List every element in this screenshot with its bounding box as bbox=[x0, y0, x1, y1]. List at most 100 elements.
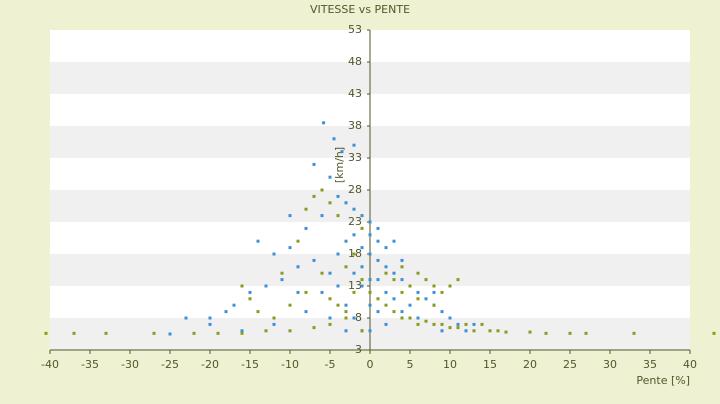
point bbox=[104, 331, 108, 335]
point bbox=[368, 252, 372, 256]
point bbox=[168, 332, 172, 336]
point bbox=[288, 214, 292, 218]
point bbox=[328, 322, 332, 326]
point bbox=[352, 233, 356, 237]
point bbox=[376, 239, 380, 243]
y-tick-label: 53 bbox=[348, 23, 362, 36]
point bbox=[544, 331, 548, 335]
point bbox=[712, 331, 716, 335]
point bbox=[304, 207, 308, 211]
point bbox=[344, 239, 348, 243]
point bbox=[224, 310, 228, 314]
y-tick-label: 23 bbox=[348, 215, 362, 228]
point bbox=[344, 316, 348, 320]
point bbox=[336, 214, 340, 218]
point bbox=[456, 278, 460, 282]
chart-title: VITESSE vs PENTE bbox=[310, 3, 410, 16]
point bbox=[496, 329, 500, 333]
point bbox=[240, 329, 244, 333]
point bbox=[440, 322, 444, 326]
x-tick-label: 40 bbox=[683, 358, 697, 371]
point bbox=[432, 290, 436, 294]
x-tick-label: 0 bbox=[367, 358, 374, 371]
point bbox=[248, 297, 252, 301]
point bbox=[456, 322, 460, 326]
point bbox=[264, 329, 268, 333]
point bbox=[344, 265, 348, 269]
y-tick-label: 3 bbox=[355, 343, 362, 356]
point bbox=[400, 258, 404, 262]
point bbox=[424, 297, 428, 301]
point bbox=[328, 297, 332, 301]
point bbox=[392, 239, 396, 243]
point bbox=[272, 252, 276, 256]
point bbox=[336, 252, 340, 256]
point bbox=[288, 246, 292, 250]
point bbox=[528, 330, 532, 334]
point bbox=[328, 175, 332, 179]
x-axis-label: Pente [%] bbox=[636, 374, 690, 387]
point bbox=[360, 278, 364, 282]
point bbox=[408, 284, 412, 288]
point bbox=[352, 252, 356, 256]
point bbox=[320, 214, 324, 218]
point bbox=[472, 322, 476, 326]
point bbox=[360, 329, 364, 333]
point bbox=[416, 322, 420, 326]
y-tick-label: 38 bbox=[348, 119, 362, 132]
point bbox=[376, 297, 380, 301]
x-tick-label: -30 bbox=[121, 358, 139, 371]
point bbox=[256, 310, 260, 314]
point bbox=[232, 303, 236, 307]
point bbox=[352, 290, 356, 294]
point bbox=[368, 329, 372, 333]
point bbox=[72, 331, 76, 335]
point bbox=[384, 322, 388, 326]
point bbox=[384, 265, 388, 269]
x-tick-label: 20 bbox=[523, 358, 537, 371]
x-tick-label: -5 bbox=[325, 358, 336, 371]
x-tick-label: 35 bbox=[643, 358, 657, 371]
point bbox=[360, 246, 364, 250]
point bbox=[360, 226, 364, 230]
point bbox=[416, 290, 420, 294]
point bbox=[280, 278, 284, 282]
point bbox=[304, 290, 308, 294]
point bbox=[456, 326, 460, 330]
point bbox=[368, 278, 372, 282]
point bbox=[360, 265, 364, 269]
point bbox=[632, 331, 636, 335]
point bbox=[400, 310, 404, 314]
point bbox=[328, 316, 332, 320]
point bbox=[448, 326, 452, 330]
x-tick-label: -20 bbox=[201, 358, 219, 371]
point bbox=[328, 271, 332, 275]
point bbox=[384, 303, 388, 307]
point bbox=[320, 290, 324, 294]
x-tick-label: -10 bbox=[281, 358, 299, 371]
point bbox=[400, 290, 404, 294]
point bbox=[392, 310, 396, 314]
point bbox=[304, 310, 308, 314]
y-tick-label: 43 bbox=[348, 87, 362, 100]
x-tick-label: -40 bbox=[41, 358, 59, 371]
point bbox=[288, 303, 292, 307]
point bbox=[336, 194, 340, 198]
point bbox=[400, 316, 404, 320]
point bbox=[392, 297, 396, 301]
point bbox=[304, 226, 308, 230]
point bbox=[408, 303, 412, 307]
point bbox=[328, 201, 332, 205]
x-tick-label: 5 bbox=[407, 358, 414, 371]
point bbox=[408, 316, 412, 320]
point bbox=[352, 207, 356, 211]
point bbox=[432, 322, 436, 326]
y-tick-label: 33 bbox=[348, 151, 362, 164]
point bbox=[376, 258, 380, 262]
point bbox=[360, 284, 364, 288]
point bbox=[472, 329, 476, 333]
point bbox=[400, 265, 404, 269]
point bbox=[256, 239, 260, 243]
point bbox=[288, 329, 292, 333]
point bbox=[440, 290, 444, 294]
